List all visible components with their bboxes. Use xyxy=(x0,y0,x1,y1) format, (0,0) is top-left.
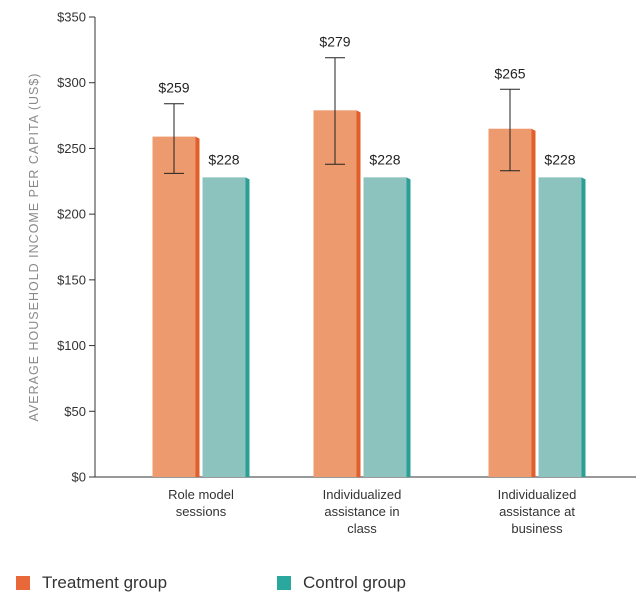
y-tick-label: $350 xyxy=(57,10,86,25)
data-label-treatment: $279 xyxy=(319,34,350,50)
bar-edge-treatment xyxy=(356,110,361,478)
data-label-treatment: $265 xyxy=(494,65,525,81)
y-tick-label: $300 xyxy=(57,75,86,90)
bar-control xyxy=(363,177,407,478)
legend-label-control: Control group xyxy=(303,573,407,592)
data-label-control: $228 xyxy=(369,151,400,167)
y-tick-label: $200 xyxy=(57,207,86,222)
bar-edge-control xyxy=(581,177,586,478)
x-category-label: sessions xyxy=(176,504,227,519)
bar-edge-treatment xyxy=(195,136,200,477)
y-tick-label: $0 xyxy=(72,470,86,485)
x-category-label: class xyxy=(347,521,377,536)
y-axis-title: AVERAGE HOUSEHOLD INCOME PER CAPITA (US$… xyxy=(27,73,41,422)
bar-control xyxy=(202,177,246,478)
bar-treatment xyxy=(313,110,357,478)
x-category-label: assistance at xyxy=(499,504,575,519)
bar-control xyxy=(538,177,582,478)
data-label-treatment: $259 xyxy=(158,80,189,96)
y-tick-label: $250 xyxy=(57,141,86,156)
bar-edge-control xyxy=(406,177,411,478)
y-tick-label: $150 xyxy=(57,272,86,287)
legend-item-treatment: Treatment group xyxy=(16,573,167,593)
y-tick-label: $100 xyxy=(57,338,86,353)
data-label-control: $228 xyxy=(544,151,575,167)
legend-item-control: Control group xyxy=(277,573,406,593)
x-category-label: Role model xyxy=(168,487,234,502)
bar-treatment xyxy=(488,128,532,477)
legend-swatch-control xyxy=(277,576,291,590)
bar-treatment xyxy=(152,136,196,477)
legend-swatch-treatment xyxy=(16,576,30,590)
x-category-label: business xyxy=(511,521,563,536)
x-category-label: assistance in xyxy=(324,504,399,519)
x-category-label: Individualized xyxy=(498,487,577,502)
x-category-label: Individualized xyxy=(323,487,402,502)
bar-edge-control xyxy=(245,177,250,478)
legend-label-treatment: Treatment group xyxy=(42,573,168,592)
bar-edge-treatment xyxy=(531,128,536,477)
y-tick-label: $50 xyxy=(64,404,86,419)
data-label-control: $228 xyxy=(208,151,239,167)
